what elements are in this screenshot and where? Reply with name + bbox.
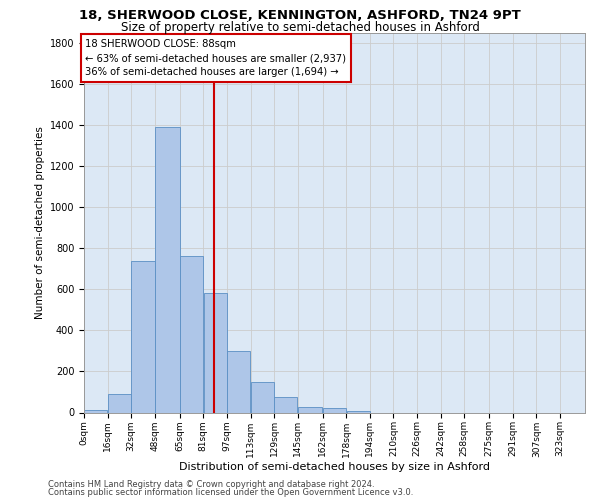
Bar <box>323 408 346 412</box>
X-axis label: Distribution of semi-detached houses by size in Ashford: Distribution of semi-detached houses by … <box>179 462 490 472</box>
Bar <box>251 382 274 412</box>
Bar <box>108 394 131 412</box>
Text: Contains HM Land Registry data © Crown copyright and database right 2024.: Contains HM Land Registry data © Crown c… <box>48 480 374 489</box>
Bar <box>203 294 227 412</box>
Text: 18 SHERWOOD CLOSE: 88sqm
← 63% of semi-detached houses are smaller (2,937)
36% o: 18 SHERWOOD CLOSE: 88sqm ← 63% of semi-d… <box>85 38 346 78</box>
Bar <box>84 410 107 412</box>
Bar <box>274 397 298 412</box>
Bar <box>298 408 322 412</box>
Text: Size of property relative to semi-detached houses in Ashford: Size of property relative to semi-detach… <box>121 21 479 34</box>
Bar <box>180 256 203 412</box>
Bar <box>131 260 155 412</box>
Y-axis label: Number of semi-detached properties: Number of semi-detached properties <box>35 126 46 319</box>
Bar <box>155 127 179 412</box>
Bar <box>227 351 250 412</box>
Text: Contains public sector information licensed under the Open Government Licence v3: Contains public sector information licen… <box>48 488 413 497</box>
Text: 18, SHERWOOD CLOSE, KENNINGTON, ASHFORD, TN24 9PT: 18, SHERWOOD CLOSE, KENNINGTON, ASHFORD,… <box>79 9 521 22</box>
